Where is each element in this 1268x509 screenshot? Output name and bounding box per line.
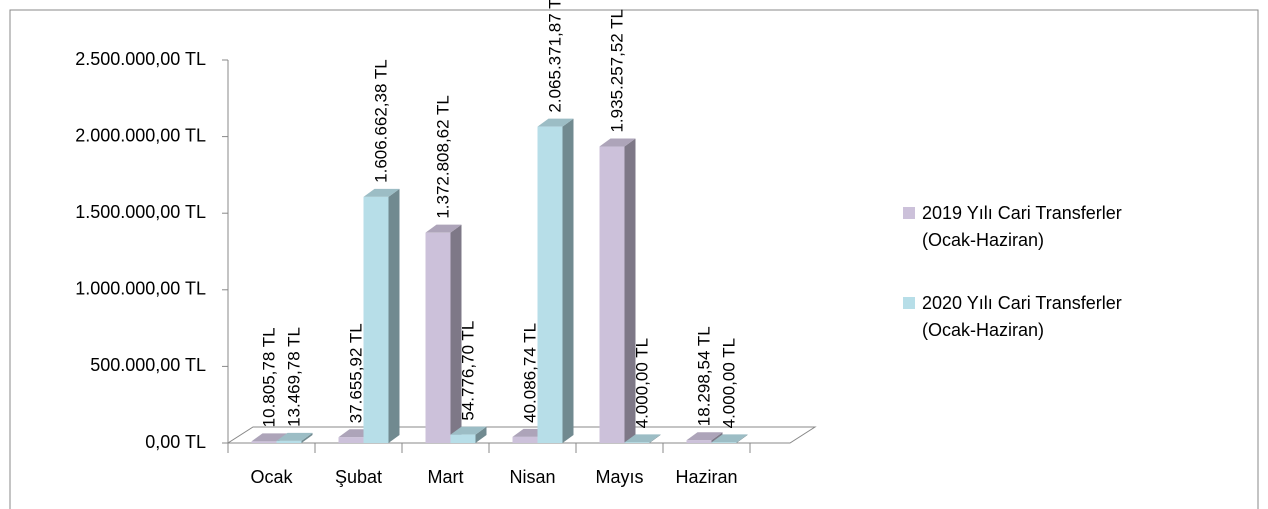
- bar-top: [711, 434, 748, 443]
- bar-side: [736, 434, 748, 443]
- chart-border: [9, 9, 1259, 509]
- bar: [686, 440, 712, 443]
- legend-label: 2020 Yılı Cari Transferler (Ocak-Haziran…: [922, 293, 1122, 340]
- bar-top: [276, 432, 313, 441]
- value-label: 1.935.257,52 TL: [607, 9, 626, 133]
- bar-side: [301, 432, 313, 443]
- legend-label: 2019 Yılı Cari Transferler (Ocak-Haziran…: [922, 203, 1122, 250]
- bar-side: [562, 118, 574, 444]
- value-label: 54.776,70 TL: [458, 321, 477, 421]
- bar: [425, 232, 451, 443]
- bar: [512, 436, 538, 443]
- value-label: 1.606.662,38 TL: [371, 59, 390, 183]
- y-tick-label: 2.000.000,00 TL: [75, 125, 206, 145]
- bar: [624, 442, 650, 443]
- bar: [276, 440, 302, 443]
- x-tick-label: Ocak: [250, 467, 293, 487]
- x-tick-label: Haziran: [675, 467, 737, 487]
- legend-swatch: [903, 297, 915, 309]
- x-tick-label: Mart: [428, 467, 464, 487]
- bar-top: [686, 432, 723, 441]
- y-tick-label: 500.000,00 TL: [90, 355, 206, 375]
- x-tick-label: Nisan: [509, 467, 555, 487]
- value-label: 40.086,74 TL: [520, 323, 539, 423]
- value-label: 18.298,54 TL: [694, 326, 713, 426]
- value-label: 2.065.371,87 TL: [545, 0, 564, 113]
- y-tick-label: 2.500.000,00 TL: [75, 49, 206, 69]
- bar: [537, 126, 563, 444]
- bar-side: [711, 432, 723, 443]
- value-label: 13.469,78 TL: [284, 327, 303, 427]
- value-label: 4.000,00 TL: [632, 338, 651, 428]
- bar-side: [450, 224, 462, 443]
- bar-side: [624, 138, 636, 443]
- bar: [363, 196, 389, 443]
- bar: [711, 442, 737, 443]
- y-tick-label: 1.000.000,00 TL: [75, 279, 206, 299]
- bar-side: [388, 188, 400, 443]
- bar-side: [475, 426, 487, 443]
- bar-top: [537, 118, 574, 127]
- legend-item: 2019 Yılı Cari Transferler (Ocak-Haziran…: [903, 200, 1143, 254]
- bar-top: [363, 188, 400, 197]
- legend-item: 2020 Yılı Cari Transferler (Ocak-Haziran…: [903, 290, 1143, 344]
- bar-top: [251, 433, 288, 442]
- bar: [450, 434, 476, 443]
- bar-top: [425, 224, 462, 233]
- bar-side: [649, 434, 661, 443]
- value-label: 4.000,00 TL: [719, 338, 738, 428]
- y-tick-label: 1.500.000,00 TL: [75, 202, 206, 222]
- bar: [338, 437, 364, 443]
- bar-top: [624, 434, 661, 443]
- value-label: 37.655,92 TL: [346, 323, 365, 423]
- bar-top: [599, 138, 636, 147]
- bar: [251, 441, 277, 443]
- bar: [599, 146, 625, 443]
- value-label: 10.805,78 TL: [259, 327, 278, 427]
- value-label: 1.372.808,62 TL: [433, 95, 452, 219]
- bar-top: [450, 426, 487, 435]
- x-tick-label: Mayıs: [595, 467, 643, 487]
- legend-swatch: [903, 207, 915, 219]
- y-tick-label: 0,00 TL: [145, 432, 206, 452]
- x-tick-label: Şubat: [335, 467, 382, 487]
